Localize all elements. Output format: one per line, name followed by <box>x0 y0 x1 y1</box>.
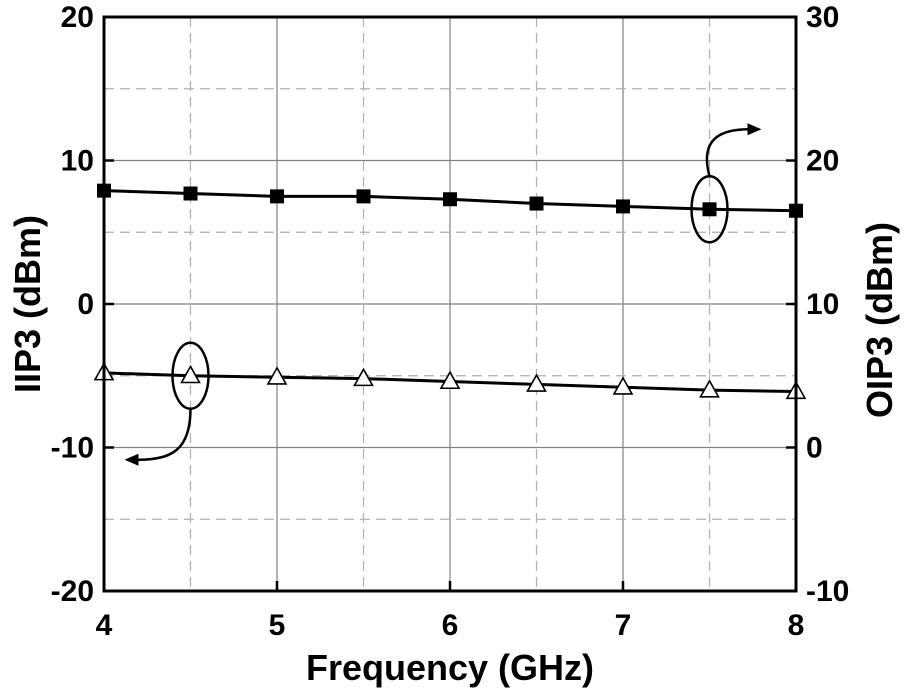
triangle-marker <box>266 366 288 385</box>
x-tick-label: 6 <box>442 609 459 642</box>
annotations <box>124 123 762 466</box>
triangle-marker <box>180 364 201 384</box>
square-marker <box>356 189 371 204</box>
y-right-tick-label: 10 <box>806 288 839 321</box>
x-tick-label: 5 <box>269 609 286 642</box>
arrow-head-icon <box>747 123 762 136</box>
y-right-axis-title: OIP3 (dBm) <box>859 222 900 418</box>
annotation-arrow <box>705 128 750 177</box>
square-marker <box>443 192 457 207</box>
square-marker <box>529 196 544 211</box>
y-right-tick-label: -10 <box>806 575 849 608</box>
x-tick-label: 4 <box>96 609 113 642</box>
arrow-head-icon <box>124 453 139 466</box>
y-left-axis-title: IIP3 (dBm) <box>7 215 48 393</box>
series-layer <box>93 183 807 400</box>
square-marker <box>702 202 717 217</box>
triangle-marker <box>526 373 547 392</box>
triangle-marker <box>439 370 461 390</box>
square-marker <box>616 199 630 214</box>
y-left-tick-label: -10 <box>51 432 94 465</box>
annotation-arrow <box>138 408 192 461</box>
triangle-marker <box>353 367 374 387</box>
y-right-tick-label: 20 <box>806 145 839 178</box>
square-marker <box>183 186 198 201</box>
tick-labels: 4 5 6 7 8 -20 -10 0 10 20 -10 0 10 20 30 <box>51 1 850 642</box>
y-left-tick-label: 0 <box>77 288 94 321</box>
square-marker <box>270 189 284 204</box>
y-left-tick-label: 20 <box>61 1 94 34</box>
x-tick-label: 8 <box>788 609 805 642</box>
y-right-tick-label: 30 <box>806 1 839 34</box>
triangle-marker <box>699 379 720 398</box>
y-left-tick-label: -20 <box>51 575 94 608</box>
triangle-marker <box>612 376 634 395</box>
ticks <box>102 15 798 593</box>
y-left-tick-label: 10 <box>61 145 94 178</box>
y-right-tick-label: 0 <box>806 432 823 465</box>
x-tick-label: 7 <box>615 609 632 642</box>
x-axis-title: Frequency (GHz) <box>306 647 594 688</box>
